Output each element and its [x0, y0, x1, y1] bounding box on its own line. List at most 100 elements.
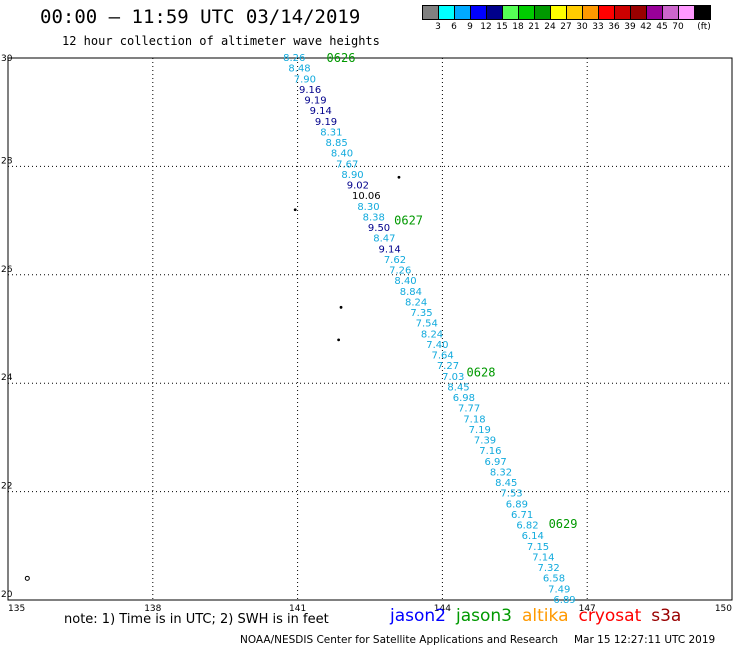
- x-tick-label: 147: [579, 604, 596, 614]
- color-scale-label: 39: [624, 22, 636, 32]
- swh-value-label: 8.40: [394, 276, 416, 287]
- swh-value-label: 9.02: [347, 181, 369, 192]
- color-scale-label: 30: [576, 22, 588, 32]
- x-tick-label: 144: [434, 604, 451, 614]
- color-scale-label: 15: [496, 22, 508, 32]
- swh-value-label: 7.77: [458, 404, 480, 415]
- x-tick-label: 138: [144, 604, 161, 614]
- color-scale-labels: 3 6 9 12 15 18 21 24 27 30 33 36 39 42 45 70 (ft): [422, 20, 711, 34]
- swh-value-label: 6.71: [511, 510, 533, 521]
- color-scale-swatches: [422, 5, 711, 20]
- generated-timestamp: Mar 15 12:27:11 UTC 2019: [574, 634, 716, 646]
- satellite-jason2: jason2: [390, 606, 446, 626]
- swh-value-label: 7.64: [432, 351, 454, 362]
- island-marker: [397, 175, 401, 179]
- swh-value-label: 7.49: [548, 584, 570, 595]
- swh-value-label: 8.31: [320, 127, 342, 138]
- x-tick-label: 141: [289, 604, 306, 614]
- satellite-cryosat: cryosat: [578, 606, 642, 626]
- swh-value-label: 7.53: [500, 489, 522, 500]
- swh-value-label: 8.48: [288, 64, 310, 75]
- swh-value-label: 6.58: [543, 574, 565, 585]
- plot-frame: [7, 57, 733, 601]
- color-swatch: [694, 5, 711, 20]
- swh-value-label: 8.45: [495, 478, 517, 489]
- swh-value-label: 6.89: [506, 499, 528, 510]
- swh-value-label: 7.18: [463, 414, 485, 425]
- swh-value-label: 7.62: [384, 255, 406, 266]
- color-scale-label: 21: [528, 22, 540, 32]
- island-marker: [339, 305, 343, 309]
- chart-title: 00:00 – 11:59 UTC 03/14/2019: [40, 6, 361, 28]
- island-marker: [24, 575, 30, 581]
- satellite-s3a: s3a: [651, 606, 682, 626]
- footer-note: note: 1) Time is in UTC; 2) SWH is in fe…: [64, 612, 329, 627]
- swh-value-label: 7.03: [442, 372, 464, 383]
- swh-value-label: 8.85: [326, 138, 348, 149]
- y-tick-label: 30: [1, 54, 13, 64]
- x-tick-label: 135: [8, 604, 25, 614]
- color-scale-label: 6: [451, 22, 457, 32]
- swh-value-label: 8.40: [331, 149, 353, 160]
- swh-value-label: 7.16: [479, 446, 501, 457]
- swh-value-label: 7.26: [389, 266, 411, 277]
- swh-value-label: 8.47: [373, 234, 395, 245]
- color-scale-label: 24: [544, 22, 556, 32]
- swh-value-label: 6.97: [485, 457, 507, 468]
- credit-text: NOAA/NESDIS Center for Satellite Applica…: [240, 634, 558, 646]
- x-tick-label: 150: [715, 604, 732, 614]
- swh-value-label: 9.19: [304, 96, 326, 107]
- swh-value-label: 9.19: [315, 117, 337, 128]
- swh-value-label: 9.16: [299, 85, 321, 96]
- y-tick-label: 24: [1, 373, 13, 383]
- color-scale-label: 36: [608, 22, 620, 32]
- swh-value-label: 8.30: [357, 202, 379, 213]
- color-scale-label: 18: [512, 22, 524, 32]
- swh-value-label: 6.89: [553, 595, 575, 606]
- swh-value-label: 10.06: [352, 191, 381, 202]
- swh-value-label: 9.50: [368, 223, 390, 234]
- swh-value-label: 8.24: [405, 297, 427, 308]
- swh-value-label: 8.38: [363, 212, 385, 223]
- island-marker: [337, 338, 341, 342]
- swh-value-label: 7.15: [527, 542, 549, 553]
- chart-subtitle: 12 hour collection of altimeter wave hei…: [62, 34, 380, 48]
- pass-time-label: 0626: [327, 51, 356, 65]
- y-tick-label: 26: [1, 265, 13, 275]
- swh-value-label: 9.14: [379, 244, 401, 255]
- swh-value-label: 6.98: [453, 393, 475, 404]
- swh-value-label: 7.90: [294, 74, 316, 85]
- swh-value-label: 8.24: [421, 329, 443, 340]
- color-scale-legend: 3 6 9 12 15 18 21 24 27 30 33 36 39 42 45 70 (ft): [422, 5, 711, 34]
- swh-value-label: 6.82: [516, 521, 538, 532]
- color-scale-label: (ft): [697, 22, 711, 32]
- credit-line: NOAA/NESDIS Center for Satellite Applica…: [240, 634, 715, 646]
- color-scale-label: 45: [656, 22, 668, 32]
- color-scale-label: 3: [435, 22, 441, 32]
- island-marker: [293, 208, 297, 212]
- swh-value-label: 8.84: [400, 287, 422, 298]
- swh-value-label: 7.14: [532, 552, 554, 563]
- swh-value-label: 7.35: [410, 308, 432, 319]
- swh-value-label: 6.14: [522, 531, 544, 542]
- swh-value-label: 7.40: [426, 340, 448, 351]
- swh-value-label: 7.19: [469, 425, 491, 436]
- pass-time-label: 0629: [549, 517, 578, 531]
- pass-time-label: 0627: [394, 214, 423, 228]
- color-scale-label: 12: [480, 22, 492, 32]
- swh-value-label: 7.39: [474, 436, 496, 447]
- swh-value-label: 8.26: [283, 53, 305, 64]
- y-tick-label: 28: [1, 156, 13, 166]
- y-tick-label: 22: [1, 482, 12, 492]
- swh-value-label: 7.32: [538, 563, 560, 574]
- color-scale-label: 27: [560, 22, 572, 32]
- color-scale-label: 42: [640, 22, 652, 32]
- color-scale-label: 9: [467, 22, 473, 32]
- swh-value-label: 9.14: [310, 106, 332, 117]
- color-scale-label: 70: [672, 22, 684, 32]
- swh-value-label: 7.54: [416, 319, 438, 330]
- swh-value-label: 8.32: [490, 467, 512, 478]
- satellite-jason3: jason3: [456, 606, 512, 626]
- satellite-altika: altika: [522, 606, 569, 626]
